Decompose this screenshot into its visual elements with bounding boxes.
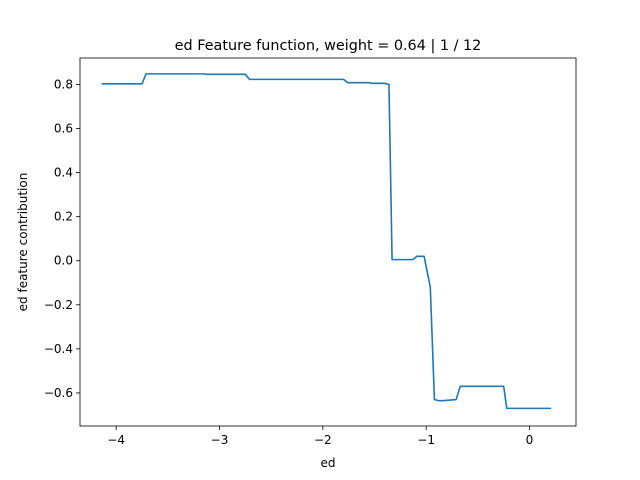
- y-axis-label: ed feature contribution: [16, 173, 30, 312]
- series-line: [101, 73, 552, 410]
- x-tick-label: −2: [314, 433, 332, 447]
- plot-area: [79, 57, 577, 427]
- x-tick-label: 0: [526, 433, 534, 447]
- x-tick-label: −4: [107, 433, 125, 447]
- y-tick-label: 0.4: [54, 166, 73, 180]
- y-tick-label: 0.8: [54, 77, 73, 91]
- y-axis: −0.6 −0.4 −0.2 0.0 0.2 0.4 0.6 0.8: [44, 77, 80, 400]
- y-tick-label: −0.6: [44, 386, 73, 400]
- y-tick-label: 0.0: [54, 254, 73, 268]
- x-tick-label: −1: [417, 433, 435, 447]
- axes-frame: [79, 57, 577, 427]
- y-tick-label: −0.2: [44, 298, 73, 312]
- x-axis: −4 −3 −2 −1 0: [107, 426, 533, 447]
- y-tick-label: 0.2: [54, 210, 73, 224]
- chart-title: ed Feature function, weight = 0.64 | 1 /…: [175, 38, 482, 54]
- y-tick-label: −0.4: [44, 342, 73, 356]
- x-tick-label: −3: [211, 433, 229, 447]
- y-tick-label: 0.6: [54, 122, 73, 136]
- x-axis-label: ed: [321, 456, 336, 470]
